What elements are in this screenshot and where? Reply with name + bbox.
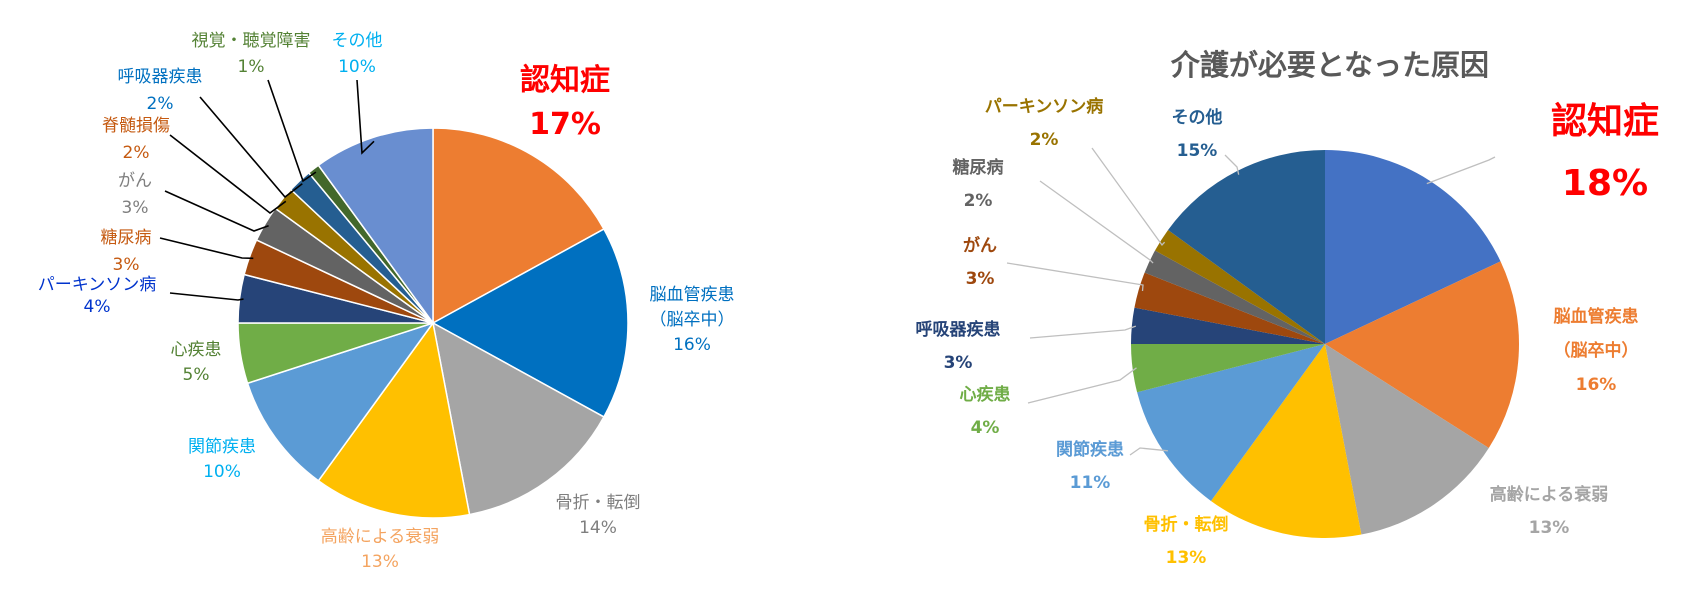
data-label: 糖尿病 — [101, 228, 152, 248]
data-label-percent: 4% — [84, 297, 111, 317]
data-label: 高齢による衰弱 — [1490, 484, 1609, 505]
leader-line — [1029, 325, 1137, 339]
data-label: がん — [963, 235, 997, 256]
data-label: 脳血管疾患 — [1554, 306, 1639, 327]
leader-line — [267, 79, 317, 183]
slice-高齢による衰弱 — [317, 321, 471, 519]
pie-chart-right: 介護が必要となった原因 認知症 18% 脳血管疾患 （脳卒中） 16% 高齢による衰弱 13… — [916, 48, 1660, 568]
data-label-sub: （脳卒中） — [1554, 340, 1639, 361]
leader-line — [169, 292, 244, 301]
data-label-percent: 11% — [1070, 473, 1111, 493]
data-label-percent: 2% — [964, 191, 993, 211]
slice-パーキンソン病 — [1155, 229, 1325, 344]
data-label: 脳血管疾患 — [650, 285, 735, 305]
data-label-percent: 4% — [971, 418, 1000, 438]
data-label-percent: 3% — [944, 353, 973, 373]
data-label-percent: 13% — [1166, 548, 1207, 568]
leader-line — [1027, 367, 1137, 404]
slice-関節疾患 — [246, 321, 435, 482]
data-label-percent: 2% — [147, 94, 174, 114]
leader-line — [164, 190, 269, 232]
data-label: 呼吸器疾患 — [118, 67, 203, 87]
slice-関節疾患 — [1137, 344, 1325, 501]
slice-骨折転倒 — [431, 321, 605, 516]
data-label-percent: 16% — [673, 335, 711, 355]
data-label: 脊髄損傷 — [102, 116, 170, 136]
slice-がん — [1134, 272, 1325, 344]
slice-脳血管疾患 — [1325, 261, 1520, 448]
chart-title: 介護が必要となった原因 — [1170, 48, 1489, 82]
data-label: 認知症 — [1551, 101, 1659, 142]
leader-line — [169, 134, 287, 215]
data-label-percent: 18% — [1562, 163, 1648, 204]
slice-呼吸器疾患 — [1131, 307, 1325, 344]
slice-心疾患 — [1131, 344, 1325, 393]
pie-chart-left: 認知症 17% 脳血管疾患 （脳卒中） 16% 骨折・転倒 14% 高齢による衰弱 13% 関節疾… — [38, 31, 735, 572]
data-label-percent: 1% — [238, 57, 265, 77]
data-label: 視覚・聴覚障害 — [192, 31, 311, 51]
data-label-percent: 2% — [1030, 130, 1059, 150]
leader-line — [1006, 262, 1144, 292]
data-label: 心疾患 — [171, 340, 222, 360]
slice-認知症 — [1325, 150, 1501, 344]
leader-line — [1129, 447, 1168, 456]
slice-骨折転倒 — [1210, 344, 1362, 538]
slice-認知症 — [432, 127, 605, 325]
leader-line — [1426, 156, 1496, 185]
data-label: 骨折・転倒 — [1144, 514, 1229, 535]
data-label: 糖尿病 — [953, 157, 1004, 178]
slice-高齢による衰弱 — [1325, 344, 1489, 535]
leader-line — [1039, 180, 1154, 264]
leader-line — [1091, 147, 1166, 247]
data-label: 呼吸器疾患 — [916, 319, 1001, 340]
data-label: パーキンソン病 — [38, 275, 157, 295]
data-label: 関節疾患 — [1056, 439, 1124, 460]
data-label-percent: 3% — [113, 255, 140, 275]
data-label: 骨折・転倒 — [556, 493, 641, 513]
leader-line — [159, 237, 254, 260]
slice-その他 — [317, 127, 434, 326]
data-label-percent: 16% — [1576, 375, 1617, 395]
slice-糖尿病 — [1144, 250, 1325, 344]
data-label: 心疾患 — [960, 384, 1011, 405]
data-label-percent: 13% — [1529, 518, 1570, 538]
data-label: 認知症 — [520, 63, 610, 98]
data-label: その他 — [332, 31, 383, 51]
data-label-percent: 14% — [579, 518, 617, 538]
leader-line — [199, 96, 303, 199]
data-label-percent: 2% — [123, 143, 150, 163]
data-label: 関節疾患 — [188, 437, 256, 457]
slice-脳血管疾患 — [431, 228, 629, 418]
data-label-percent: 3% — [966, 269, 995, 289]
data-label-sub: （脳卒中） — [650, 310, 735, 330]
leader-line — [1224, 154, 1240, 175]
slice-その他 — [1168, 150, 1325, 344]
data-label-percent: 5% — [183, 365, 210, 385]
data-label: 高齢による衰弱 — [321, 527, 440, 547]
data-label: その他 — [1172, 107, 1223, 128]
data-label: がん — [118, 171, 152, 191]
data-label-percent: 17% — [529, 107, 601, 142]
data-label-percent: 15% — [1177, 141, 1218, 161]
data-label-percent: 3% — [122, 198, 149, 218]
data-label-percent: 10% — [338, 57, 376, 77]
leader-line — [356, 79, 375, 155]
data-label: パーキンソン病 — [985, 96, 1104, 117]
data-label-percent: 10% — [203, 462, 241, 482]
data-label-percent: 13% — [361, 552, 399, 572]
